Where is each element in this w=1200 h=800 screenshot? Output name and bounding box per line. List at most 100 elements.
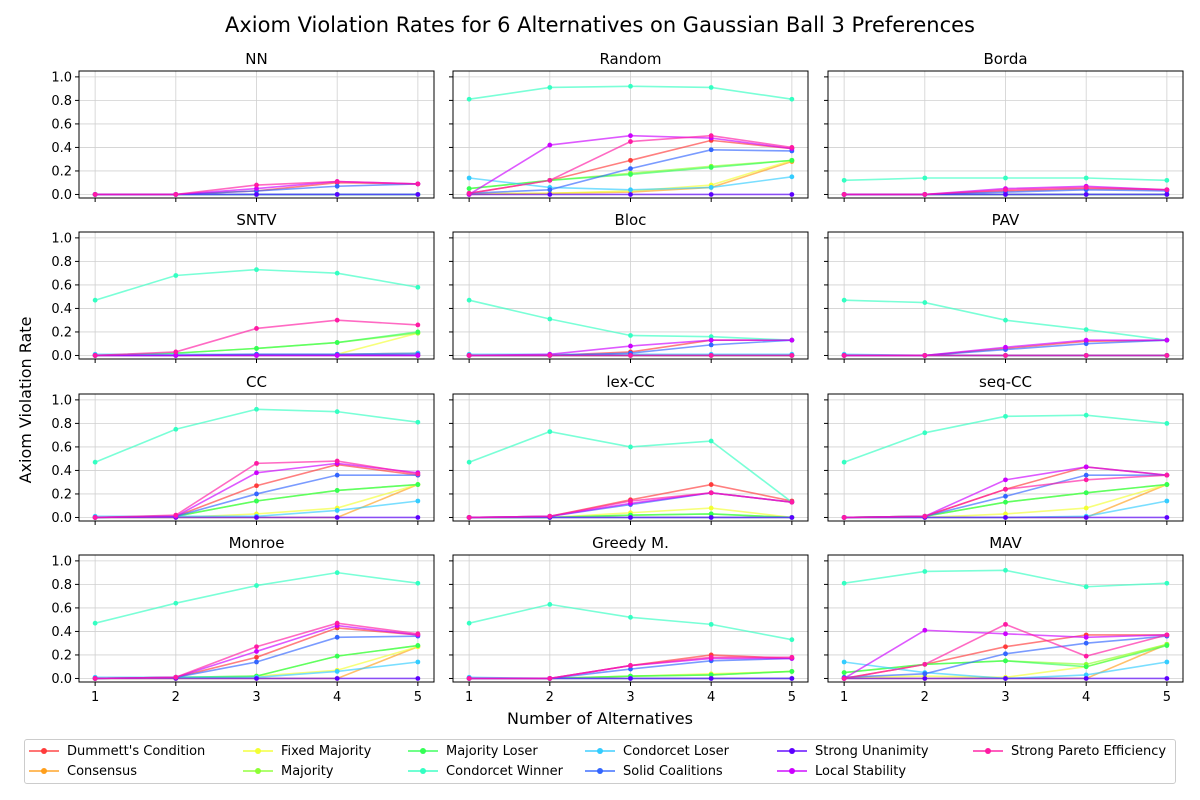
data-point [415,192,421,197]
legend-label: Majority [281,763,334,779]
x-tick-label: 3 [1001,690,1009,705]
legend-label: Dummett's Condition [67,743,206,759]
legend-item: Majority [243,762,334,780]
data-point [789,157,795,163]
data-point [92,676,98,681]
data-point [1003,477,1008,483]
x-tick-label: 5 [414,690,422,705]
legend-swatch [973,745,1003,757]
subplot-title: Random [599,50,661,68]
data-point [466,96,472,102]
data-point [466,297,472,303]
legend-item: Condorcet Winner [408,762,563,780]
subplot-greedy-m-: Greedy M. 1 2 3 4 5 [449,534,809,705]
data-point [415,515,421,520]
data-point [547,601,553,607]
data-point [1164,676,1170,681]
data-point [708,672,714,678]
data-point [1083,515,1089,520]
data-point [628,676,633,681]
data-point [628,157,633,163]
data-point [789,654,795,660]
data-point [789,96,795,102]
data-point [254,186,259,191]
x-tick-label: 4 [1082,690,1090,705]
data-point [334,653,340,659]
data-point [708,482,714,487]
data-point [415,322,421,328]
y-tick-label: 0.6 [51,117,72,132]
y-tick-label: 0.2 [51,487,72,502]
data-point [628,172,633,177]
data-point [466,353,472,358]
data-point [92,353,98,358]
data-point [1083,490,1089,496]
data-point [1164,192,1170,197]
legend-label: Condorcet Loser [623,743,729,759]
data-point [789,353,795,358]
data-point [1083,676,1089,681]
subplot-title: PAV [992,211,1020,229]
x-tick-label: 1 [465,690,473,705]
x-tick-label: 1 [840,690,848,705]
y-tick-label: 0.4 [51,141,72,156]
data-point [1003,676,1008,681]
data-point [841,580,847,586]
data-point [547,85,553,90]
data-point [1003,192,1008,197]
data-point [708,515,714,520]
data-point [254,182,259,188]
x-tick-label: 3 [252,690,260,705]
subplot-bloc: Bloc [449,211,809,363]
data-point [1164,482,1170,487]
data-point [415,471,421,477]
y-tick-label: 0.6 [51,278,72,293]
x-axis-label: Number of Alternatives [507,709,693,728]
data-point [922,192,928,197]
data-point [628,333,633,338]
subplot-seq-cc: seq-CC [824,373,1184,525]
data-point [1164,659,1170,665]
data-point [92,459,98,465]
data-point [841,515,847,520]
legend-swatch [29,765,59,777]
data-point [254,649,259,654]
data-point [254,406,259,412]
data-point [334,353,340,358]
data-point [1003,651,1008,657]
subplot-title: lex-CC [606,373,654,391]
data-point [708,676,714,681]
data-point [1083,653,1089,659]
data-point [708,165,714,170]
data-point [1003,644,1008,650]
data-point [1003,515,1008,520]
data-point [415,329,421,335]
data-point [789,337,795,343]
data-point [922,671,928,677]
data-point [1003,658,1008,664]
data-point [708,147,714,153]
x-tick-label: 1 [91,690,99,705]
data-point [334,676,340,681]
y-tick-label: 1.0 [51,231,72,246]
data-point [1083,341,1089,347]
data-point [1003,413,1008,419]
data-point [708,353,714,358]
legend: Dummett's Condition Consensus Fixed Majori… [24,739,1176,784]
data-point [922,569,928,574]
data-point [334,317,340,323]
subplot-title: SNTV [236,211,277,229]
data-point [922,300,928,305]
data-point [334,179,340,184]
data-point [415,498,421,504]
data-point [334,508,340,513]
data-point [254,498,259,504]
data-point [547,177,553,183]
data-point [841,676,847,681]
y-tick-label: 1.0 [51,554,72,569]
data-point [254,491,259,497]
data-point [708,337,714,343]
data-point [628,343,633,349]
data-point [254,644,259,650]
subplot-title: CC [246,373,267,391]
